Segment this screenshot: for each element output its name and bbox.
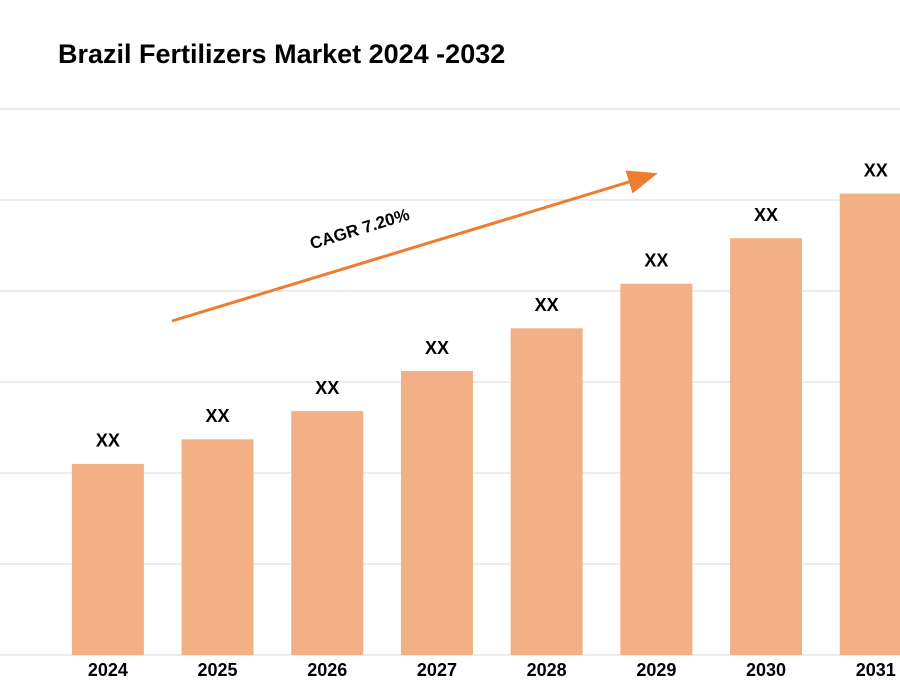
bar [620,283,693,655]
x-tick-label: 2028 [527,660,567,680]
x-tick-label: 2024 [88,660,128,680]
data-label: XX [206,406,230,426]
data-label: XX [535,295,559,315]
data-label: XX [754,205,778,225]
bar [400,371,473,655]
bar [181,439,254,655]
bar [730,238,803,655]
bar [839,193,900,655]
x-tick-label: 2031 [856,660,896,680]
bar [510,328,583,655]
cagr-annotation: CAGR 7.20% [308,205,412,253]
x-tick-label: 2027 [417,660,457,680]
bar [71,463,144,655]
cagr-arrow [171,170,658,323]
chart-title: Brazil Fertilizers Market 2024 -2032 [58,39,505,69]
x-tick-label: 2029 [636,660,676,680]
x-tick-label: 2026 [307,660,347,680]
data-label: XX [425,338,449,358]
x-tick-label: 2030 [746,660,786,680]
x-tick-label: 2025 [198,660,238,680]
bar [291,411,364,655]
data-label: XX [644,250,668,270]
data-label: XX [864,160,888,180]
data-label: XX [315,378,339,398]
data-label: XX [96,431,120,451]
